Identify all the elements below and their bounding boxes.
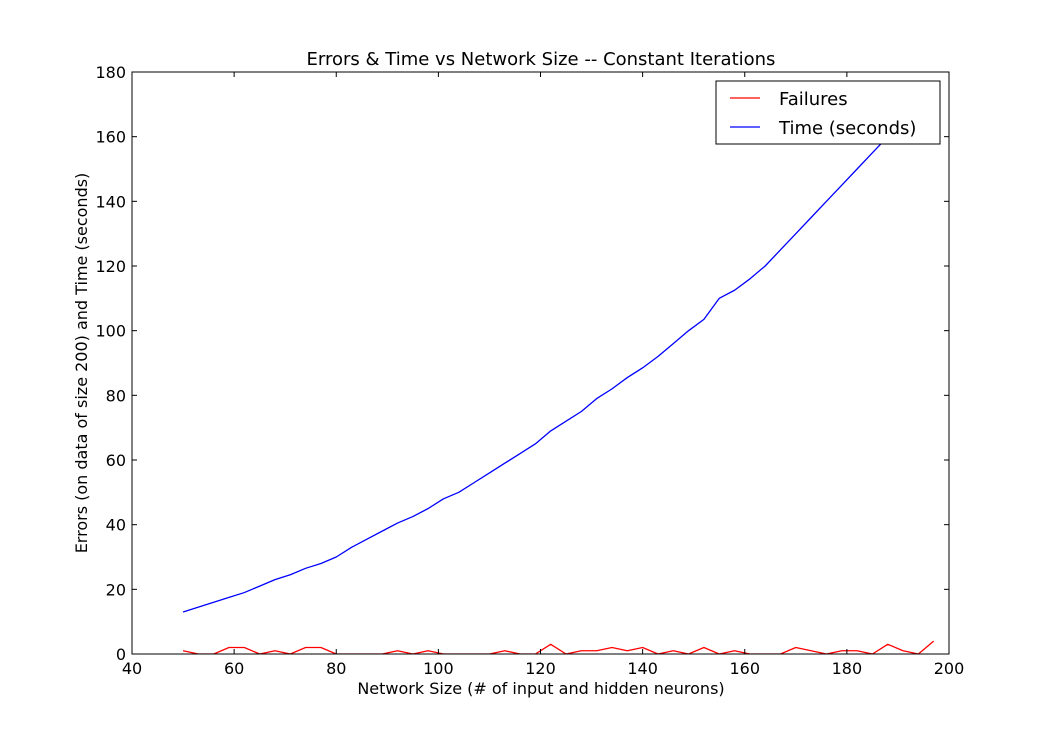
y-tick-label: 80	[106, 386, 126, 405]
y-tick-label: 60	[106, 451, 126, 470]
x-tick-label: 160	[729, 659, 760, 678]
legend-label-time-seconds: Time (seconds)	[778, 118, 916, 139]
x-tick-label: 200	[934, 659, 965, 678]
x-axis-label: Network Size (# of input and hidden neur…	[357, 679, 724, 698]
x-tick-label: 60	[224, 659, 244, 678]
x-tick-label: 100	[423, 659, 454, 678]
plot-area	[183, 137, 934, 654]
x-tick-label: 120	[525, 659, 556, 678]
x-tick-label: 180	[832, 659, 863, 678]
y-tick-label: 40	[106, 516, 126, 535]
x-tick-label: 140	[627, 659, 658, 678]
plot-frame	[132, 72, 949, 654]
legend: Failures Time (seconds)	[716, 81, 940, 144]
y-tick-label: 180	[95, 63, 126, 82]
y-tick-label: 0	[116, 645, 126, 664]
y-tick-label: 140	[95, 192, 126, 211]
y-tick-label: 120	[95, 257, 126, 276]
x-tick-label: 80	[326, 659, 346, 678]
y-tick-label: 160	[95, 128, 126, 147]
y-tick-label: 100	[95, 322, 126, 341]
y-axis-label: Errors (on data of size 200) and Time (s…	[72, 173, 91, 554]
legend-label-failures: Failures	[779, 89, 848, 110]
series-line-time-seconds	[183, 137, 888, 612]
series-line-failures	[183, 641, 934, 654]
y-tick-label: 20	[106, 580, 126, 599]
chart-title: Errors & Time vs Network Size -- Constan…	[307, 49, 776, 70]
